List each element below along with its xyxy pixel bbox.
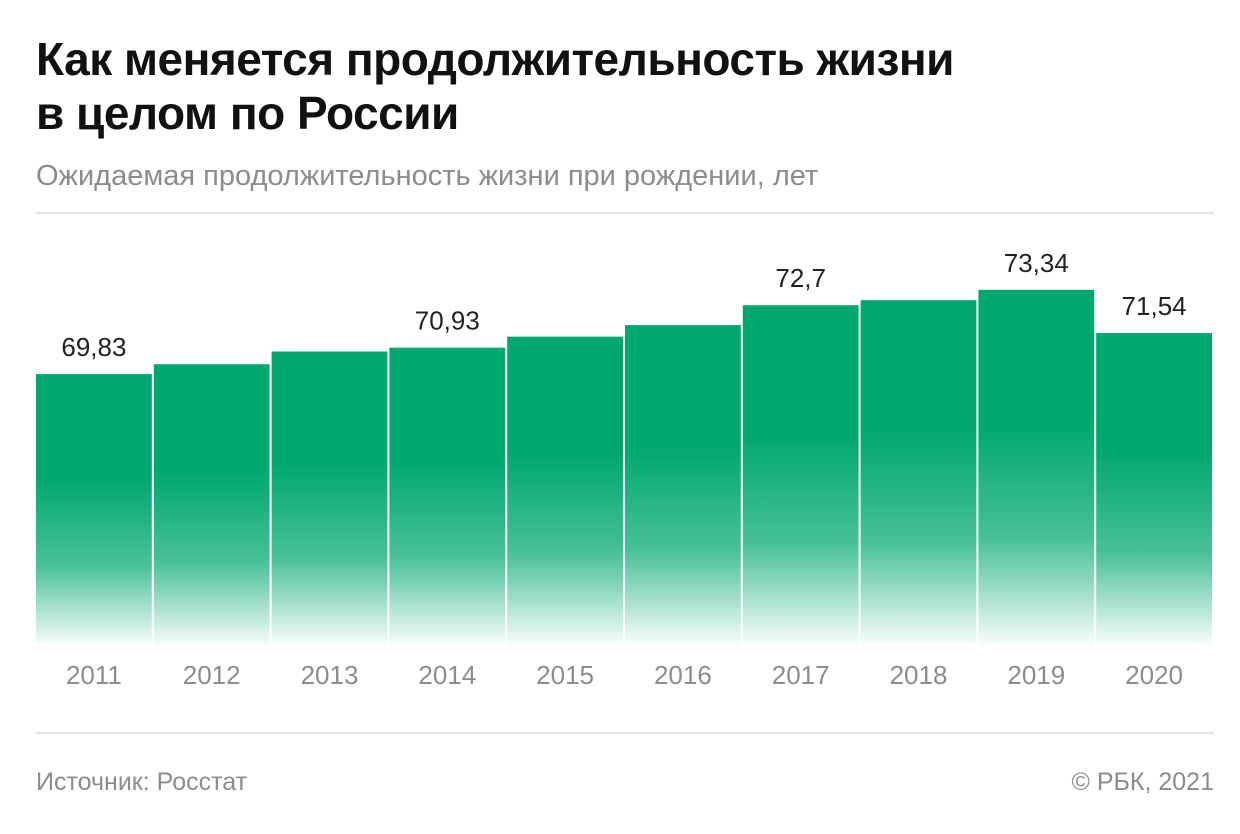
bar-2016 bbox=[625, 325, 741, 646]
x-axis-ticks: 2011 2012 2013 2014 2015 2016 2017 2018 2019 2020 bbox=[66, 660, 1183, 690]
x-tick-2013: 2013 bbox=[301, 660, 359, 690]
value-label-2011: 69,83 bbox=[61, 332, 126, 362]
x-tick-2015: 2015 bbox=[536, 660, 594, 690]
bar-2019 bbox=[978, 289, 1095, 646]
x-tick-2018: 2018 bbox=[890, 660, 948, 690]
x-tick-2016: 2016 bbox=[654, 660, 712, 690]
x-tick-2017: 2017 bbox=[772, 660, 830, 690]
x-tick-2020: 2020 bbox=[1125, 660, 1183, 690]
value-labels-group: 69,83 70,93 72,7 73,34 71,54 bbox=[61, 248, 1186, 362]
copyright-note: © РБК, 2021 bbox=[1071, 768, 1214, 796]
chart-title-line-1: Как меняется продолжительность жизни bbox=[36, 33, 954, 85]
chart-title-line-2: в целом по России bbox=[36, 87, 459, 139]
value-label-2014: 70,93 bbox=[415, 306, 480, 336]
x-tick-2012: 2012 bbox=[183, 660, 241, 690]
bar-2014 bbox=[389, 347, 506, 646]
bar-2012 bbox=[153, 364, 270, 646]
source-note: Источник: Росстат bbox=[36, 768, 248, 796]
bar-2017 bbox=[742, 305, 859, 646]
top-divider bbox=[36, 212, 1214, 214]
value-label-2017: 72,7 bbox=[775, 263, 826, 293]
bar-2015 bbox=[507, 336, 623, 646]
bar-2020 bbox=[1096, 333, 1212, 646]
chart-title: Как меняется продолжительность жизни в ц… bbox=[36, 32, 1136, 140]
chart-subtitle: Ожидаемая продолжительность жизни при ро… bbox=[36, 160, 819, 192]
bar-2018 bbox=[860, 300, 977, 646]
bar-2013 bbox=[271, 351, 388, 646]
value-label-2020: 71,54 bbox=[1122, 291, 1187, 321]
bottom-divider bbox=[36, 732, 1214, 734]
x-tick-2011: 2011 bbox=[66, 660, 122, 690]
value-label-2019: 73,34 bbox=[1004, 248, 1069, 278]
x-tick-2019: 2019 bbox=[1007, 660, 1065, 690]
x-tick-2014: 2014 bbox=[418, 660, 476, 690]
bar-2011 bbox=[36, 374, 152, 646]
bars-group bbox=[36, 289, 1212, 646]
